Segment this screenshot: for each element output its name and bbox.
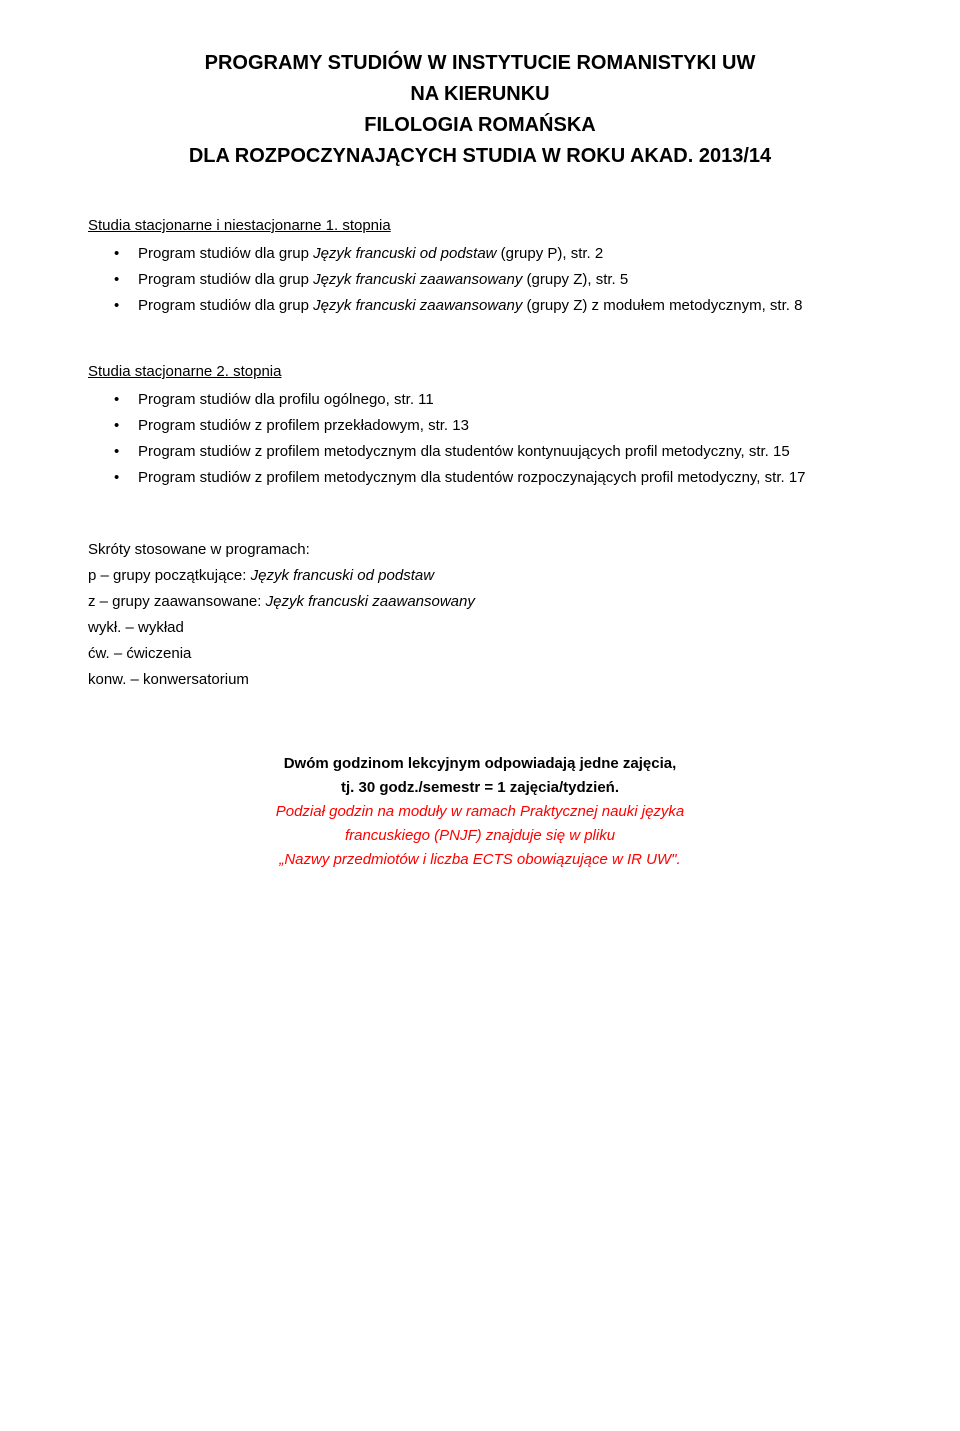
- footer-red-3: „Nazwy przedmiotów i liczba ECTS obowiąz…: [88, 848, 872, 872]
- abbrev-line: p – grupy początkujące: Język francuski …: [88, 564, 872, 588]
- item-pre: Program studiów dla profilu ogólnego, st…: [138, 391, 434, 408]
- abbrev-pre: konw. – konwersatorium: [88, 671, 249, 688]
- list-item: Program studiów z profilem metodycznym d…: [114, 440, 872, 464]
- section-2-heading: Studia stacjonarne 2. stopnia: [88, 360, 872, 384]
- abbreviations-block: Skróty stosowane w programach: p – grupy…: [88, 538, 872, 692]
- item-pre: Program studiów dla grup: [138, 245, 313, 262]
- abbrev-title: Skróty stosowane w programach:: [88, 538, 872, 562]
- abbrev-pre: ćw. – ćwiczenia: [88, 645, 191, 662]
- footer-block: Dwóm godzinom lekcyjnym odpowiadają jedn…: [88, 752, 872, 872]
- abbrev-line: ćw. – ćwiczenia: [88, 642, 872, 666]
- title-line-3: FILOLOGIA ROMAŃSKA: [88, 110, 872, 141]
- footer-red-1: Podział godzin na moduły w ramach Prakty…: [88, 800, 872, 824]
- title-line-1: PROGRAMY STUDIÓW W INSTYTUCIE ROMANISTYK…: [88, 48, 872, 79]
- item-post: (grupy Z) z modułem metodycznym, str. 8: [522, 297, 802, 314]
- title-line-4: DLA ROZPOCZYNAJĄCYCH STUDIA W ROKU AKAD.…: [88, 141, 872, 172]
- abbrev-pre: wykł. – wykład: [88, 619, 184, 636]
- item-post: (grupy Z), str. 5: [522, 271, 628, 288]
- title-line-2: NA KIERUNKU: [88, 79, 872, 110]
- section-2-list: Program studiów dla profilu ogólnego, st…: [88, 388, 872, 490]
- abbrev-line: wykł. – wykład: [88, 616, 872, 640]
- section-1-heading: Studia stacjonarne i niestacjonarne 1. s…: [88, 214, 872, 238]
- item-italic: Język francuski od podstaw: [313, 245, 496, 262]
- title-block: PROGRAMY STUDIÓW W INSTYTUCIE ROMANISTYK…: [88, 48, 872, 172]
- abbrev-pre: p – grupy początkujące:: [88, 567, 251, 584]
- abbrev-italic: Język francuski od podstaw: [251, 567, 434, 584]
- footer-bold-1: Dwóm godzinom lekcyjnym odpowiadają jedn…: [88, 752, 872, 776]
- abbrev-line: konw. – konwersatorium: [88, 668, 872, 692]
- item-italic: Język francuski zaawansowany: [313, 297, 522, 314]
- document-page: PROGRAMY STUDIÓW W INSTYTUCIE ROMANISTYK…: [0, 0, 960, 932]
- item-pre: Program studiów z profilem przekładowym,…: [138, 417, 469, 434]
- list-item: Program studiów z profilem przekładowym,…: [114, 414, 872, 438]
- abbrev-line: z – grupy zaawansowane: Język francuski …: [88, 590, 872, 614]
- section-1-list: Program studiów dla grup Język francuski…: [88, 242, 872, 318]
- list-item: Program studiów dla grup Język francuski…: [114, 242, 872, 266]
- list-item: Program studiów dla profilu ogólnego, st…: [114, 388, 872, 412]
- item-italic: Język francuski zaawansowany: [313, 271, 522, 288]
- item-pre: Program studiów dla grup: [138, 271, 313, 288]
- item-pre: Program studiów z profilem metodycznym d…: [138, 469, 806, 486]
- item-post: (grupy P), str. 2: [497, 245, 604, 262]
- list-item: Program studiów z profilem metodycznym d…: [114, 466, 872, 490]
- footer-red-2: francuskiego (PNJF) znajduje się w pliku: [88, 824, 872, 848]
- list-item: Program studiów dla grup Język francuski…: [114, 294, 872, 318]
- item-pre: Program studiów z profilem metodycznym d…: [138, 443, 790, 460]
- abbrev-italic: Język francuski zaawansowany: [266, 593, 475, 610]
- abbrev-pre: z – grupy zaawansowane:: [88, 593, 266, 610]
- item-pre: Program studiów dla grup: [138, 297, 313, 314]
- footer-bold-2: tj. 30 godz./semestr = 1 zajęcia/tydzień…: [88, 776, 872, 800]
- list-item: Program studiów dla grup Język francuski…: [114, 268, 872, 292]
